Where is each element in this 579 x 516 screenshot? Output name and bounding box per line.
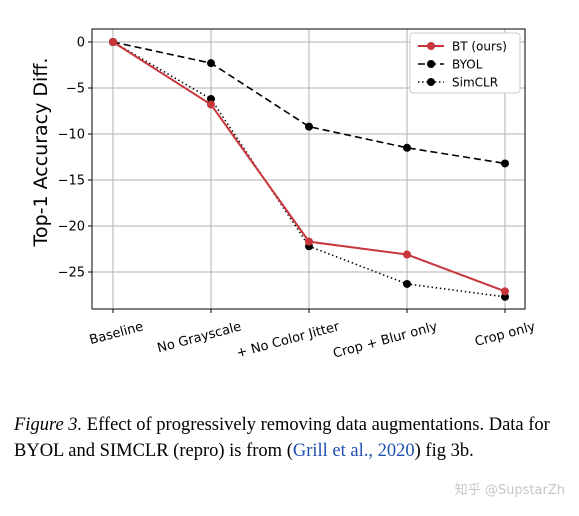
data-point <box>501 287 509 296</box>
legend-label-1: BYOL <box>452 58 483 72</box>
data-point <box>305 237 313 246</box>
line-chart: 0 −5 −10 −15 −20 −25 Baseline No Grayscale+ No … <box>30 28 537 362</box>
y-tick-label: −10 <box>58 128 85 143</box>
y-tick-label: 0 <box>77 36 85 51</box>
grid <box>92 29 525 309</box>
y-tick-label: −15 <box>58 174 85 189</box>
legend-marker-1 <box>427 60 435 68</box>
x-tick-label: Baseline <box>88 319 145 348</box>
x-tick-label: + No Color Jitter <box>235 319 342 361</box>
legend-marker-0 <box>427 42 435 50</box>
caption-text-3: ) fig 3b. <box>414 441 474 461</box>
x-tick-label: Crop only <box>473 319 537 350</box>
data-point <box>403 143 411 152</box>
data-point <box>403 279 411 288</box>
y-axis-label: Top-1 Accuracy Diff. <box>30 58 52 248</box>
legend-box <box>409 32 521 94</box>
data-point <box>501 159 509 168</box>
caption-text-2: CLR (repro) is from ( <box>132 441 293 461</box>
series <box>109 38 509 301</box>
data-point <box>403 250 411 259</box>
y-tick-label: −20 <box>58 220 85 235</box>
watermark: 知乎 @SupstarZh <box>454 483 565 498</box>
y-tick-label: −25 <box>58 266 85 281</box>
y-tick-label: −5 <box>66 82 85 97</box>
legend-label-2: SimCLR <box>452 76 498 90</box>
figure-caption: Figure 3. Effect of progressively removi… <box>14 412 566 464</box>
data-point <box>207 95 215 104</box>
caption-simclr-smallcaps: IM <box>109 441 133 461</box>
x-tick-label: Crop + Blur only <box>332 319 440 361</box>
legend: BT (ours) BYOL SimCLR <box>409 32 521 94</box>
legend-label-0: BT (ours) <box>452 40 507 54</box>
data-point <box>207 100 215 109</box>
caption-text: Effect of progressively removing data au… <box>14 415 550 461</box>
citation-link[interactable]: Grill et al., 2020 <box>292 441 415 461</box>
series-line-1 <box>112 41 506 165</box>
x-tick-label: No Grayscale <box>156 319 243 356</box>
data-point <box>207 59 215 68</box>
data-point <box>305 122 313 131</box>
caption-figure-label: Figure 3. <box>14 415 83 435</box>
data-point <box>501 292 509 301</box>
data-point <box>109 38 117 46</box>
legend-marker-2 <box>427 78 435 86</box>
